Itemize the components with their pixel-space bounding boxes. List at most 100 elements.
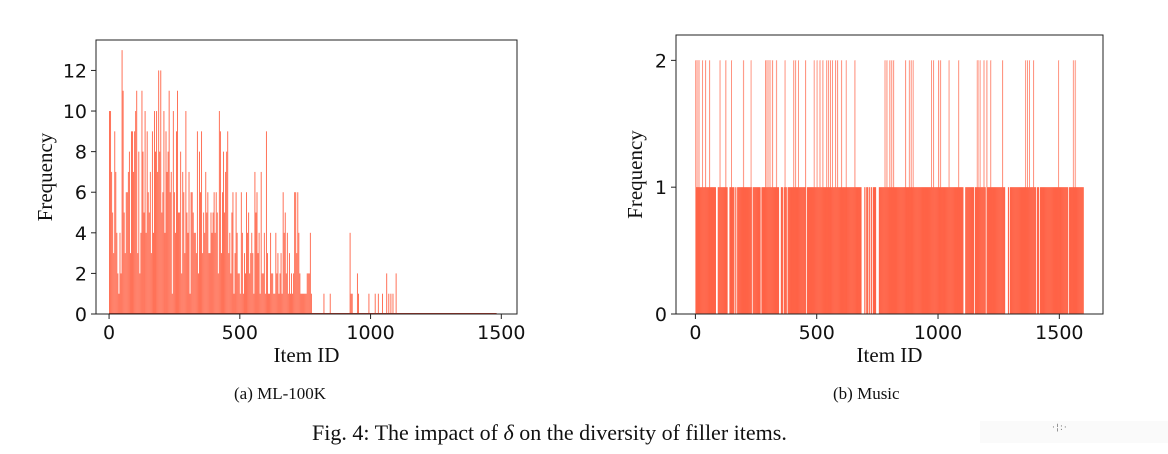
bar	[133, 171, 135, 314]
bar	[368, 293, 370, 314]
bar	[166, 171, 168, 314]
bar	[845, 60, 847, 315]
bar	[949, 187, 951, 314]
bar	[256, 192, 258, 314]
bar	[836, 187, 838, 314]
bar	[737, 187, 739, 314]
bar	[1028, 187, 1030, 314]
bar	[988, 187, 990, 314]
bar	[1033, 60, 1035, 315]
bar	[796, 187, 798, 314]
bar	[115, 171, 117, 314]
bar	[250, 253, 252, 314]
bar	[807, 187, 809, 314]
bar	[888, 187, 890, 314]
bar	[270, 232, 272, 314]
bar	[704, 187, 706, 314]
bar	[933, 60, 935, 315]
bar	[800, 187, 802, 314]
bar	[741, 187, 743, 314]
bar	[302, 293, 304, 314]
bar	[197, 273, 199, 314]
bar	[247, 232, 249, 314]
bar	[125, 192, 127, 314]
bar	[211, 232, 213, 314]
bar	[885, 187, 887, 314]
bar	[910, 60, 913, 315]
bar	[113, 253, 115, 314]
bar	[807, 187, 810, 314]
bar	[729, 187, 731, 314]
bar	[847, 187, 849, 314]
bar	[1077, 187, 1079, 314]
bar	[310, 293, 312, 314]
bar	[776, 187, 779, 314]
figure-caption: Fig. 4: The impact of δ on the diversity…	[312, 420, 787, 446]
bar	[267, 253, 268, 314]
bar	[820, 187, 822, 314]
bar	[1026, 187, 1028, 314]
bar	[1017, 187, 1019, 314]
bar	[940, 187, 943, 314]
bar	[265, 131, 267, 314]
bar	[162, 192, 164, 314]
bar	[200, 192, 201, 314]
bar	[904, 187, 906, 314]
bar	[158, 70, 160, 314]
bar	[936, 187, 938, 314]
bar	[909, 187, 912, 314]
bar	[769, 60, 771, 315]
bar	[1082, 187, 1084, 314]
bar	[191, 192, 193, 314]
bar	[174, 232, 176, 314]
bar	[717, 187, 719, 314]
bar	[835, 60, 837, 315]
bar	[303, 293, 305, 314]
bar	[951, 187, 953, 314]
bar	[264, 293, 266, 314]
bar	[824, 187, 826, 314]
bar	[980, 187, 982, 314]
bar	[984, 187, 986, 314]
y-tick-label: 1	[655, 177, 667, 199]
bar	[280, 253, 282, 314]
bar	[136, 90, 138, 314]
bar	[374, 293, 376, 314]
bar	[1064, 187, 1066, 314]
bar	[857, 187, 859, 314]
bar	[287, 293, 289, 314]
bar	[1047, 187, 1049, 314]
bar	[119, 232, 121, 314]
bar	[846, 187, 848, 314]
bar	[817, 187, 819, 314]
bar	[999, 187, 1001, 314]
bar	[207, 192, 209, 314]
bar	[880, 187, 882, 314]
bar	[206, 212, 208, 314]
bar	[192, 212, 194, 314]
y-ticks-music: 0 1 2	[655, 50, 676, 326]
bar	[991, 187, 993, 314]
bar	[218, 111, 220, 314]
bar	[801, 187, 803, 314]
x-axis-label-ml100k: Item ID	[274, 343, 340, 367]
bar	[749, 187, 751, 314]
bar	[213, 192, 215, 314]
bar	[710, 187, 713, 314]
bar	[947, 187, 949, 314]
bar	[992, 187, 994, 314]
bar	[350, 293, 352, 314]
bar	[744, 187, 747, 314]
bar	[833, 187, 835, 314]
bar	[1072, 60, 1075, 315]
bar	[924, 187, 926, 314]
bar	[1043, 187, 1045, 314]
watermark-text: ·¦:·	[1052, 423, 1068, 433]
bar	[998, 187, 1000, 314]
bar	[110, 111, 112, 314]
bar	[864, 187, 866, 314]
bar	[149, 171, 151, 314]
bar	[791, 187, 793, 314]
bar	[300, 293, 302, 314]
